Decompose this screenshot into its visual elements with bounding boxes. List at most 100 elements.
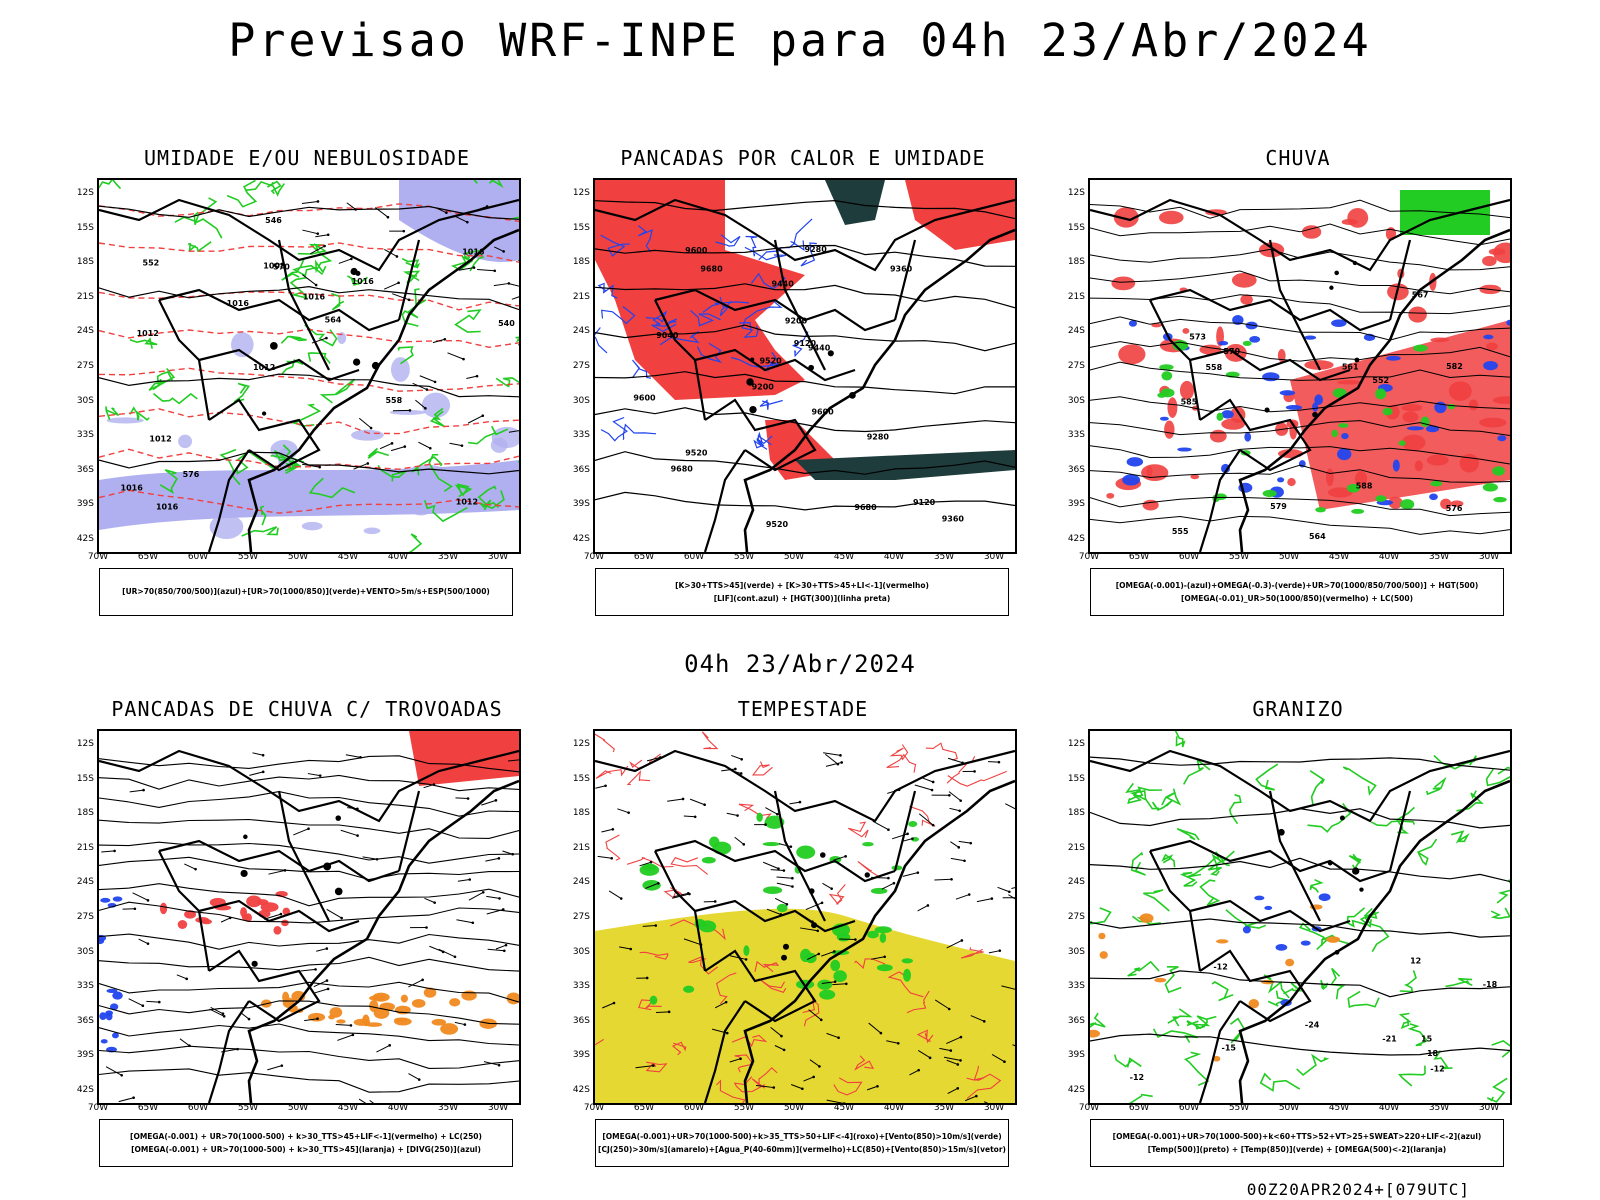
lat-label: 21S bbox=[1067, 842, 1085, 853]
map-canvas-pancadas-calor: 9680 9680 9600 9600 9680 9600 9520 9520 9520 9440… bbox=[595, 180, 1015, 552]
contour-label: 1016 bbox=[121, 483, 144, 492]
lat-label: 33S bbox=[1067, 430, 1085, 441]
lon-label: 55W bbox=[1228, 1103, 1250, 1113]
lat-label: 15S bbox=[1067, 222, 1085, 233]
lat-label: 33S bbox=[572, 430, 590, 441]
contour-label: 579 bbox=[1270, 502, 1287, 511]
legend-line: [OMEGA(-0.001)+UR>70(1000-500)+k<60+TTS>… bbox=[1112, 1131, 1482, 1141]
lon-label: 70W bbox=[583, 1103, 605, 1113]
lon-label: 60W bbox=[187, 552, 209, 562]
lat-label: 15S bbox=[572, 773, 590, 784]
contour-label: 552 bbox=[1372, 376, 1389, 385]
map-pancadas-trovoadas bbox=[97, 729, 521, 1105]
contour-label: 558 bbox=[1205, 363, 1222, 372]
lon-label: 60W bbox=[1178, 552, 1200, 562]
lat-label: 12S bbox=[76, 739, 94, 749]
panel-title-pancadas-calor: PANCADAS POR CALOR E UMIDADE bbox=[620, 146, 986, 170]
lat-label: 12S bbox=[76, 188, 94, 198]
lat-label: 24S bbox=[1067, 326, 1085, 337]
lat-label: 42S bbox=[76, 1085, 94, 1095]
lat-label: 39S bbox=[572, 499, 590, 510]
lon-label: 55W bbox=[237, 1103, 259, 1113]
lat-label: 15S bbox=[76, 773, 94, 784]
lat-label: 39S bbox=[1067, 1050, 1085, 1061]
lon-label: 30W bbox=[983, 1103, 1005, 1113]
contour-label: -15 bbox=[1222, 1043, 1237, 1052]
contour-label: 1016 bbox=[352, 277, 375, 286]
lat-label: 39S bbox=[1067, 499, 1085, 510]
lat-label: 27S bbox=[572, 361, 590, 371]
contour-label: 1012 bbox=[137, 329, 159, 338]
lon-label: 30W bbox=[983, 552, 1005, 562]
lon-label: 30W bbox=[487, 552, 509, 562]
contour-label: 9680 bbox=[854, 503, 877, 512]
contour-label: 555 bbox=[1172, 527, 1189, 536]
sub-title: 04h 23/Abr/2024 bbox=[684, 650, 916, 678]
lon-label: 50W bbox=[783, 552, 805, 562]
lat-label: 27S bbox=[76, 361, 94, 371]
lon-label: 50W bbox=[783, 1103, 805, 1113]
lat-label: 18S bbox=[76, 808, 94, 819]
lat-label: 27S bbox=[572, 912, 590, 922]
legend-line: [OMEGA(-0.001) + UR>70(1000-500) + k>30_… bbox=[131, 1144, 481, 1154]
contour-label: 9520 bbox=[766, 520, 789, 529]
lon-label: 35W bbox=[1428, 1103, 1450, 1113]
lat-label: 33S bbox=[572, 981, 590, 992]
lat-label: 21S bbox=[76, 291, 94, 302]
lon-label: 70W bbox=[87, 552, 109, 562]
contour-label: 18 bbox=[1427, 1049, 1439, 1058]
map-canvas-chuva: 588 585 582 579 576 573 570 567 564 561 558 555 552 bbox=[1090, 190, 1510, 552]
legend-pancadas-trovoadas: [OMEGA(-0.001) + UR>70(1000-500) + k>30_… bbox=[99, 1119, 513, 1167]
lat-label: 42S bbox=[572, 1085, 590, 1095]
contour-label: 567 bbox=[1412, 290, 1429, 299]
lat-label: 39S bbox=[572, 1050, 590, 1061]
legend-granizo: [OMEGA(-0.001)+UR>70(1000-500)+k<60+TTS>… bbox=[1090, 1119, 1504, 1167]
legend-line: [OMEGA(-0.001)+UR>70(1000-500)+k>35_TTS>… bbox=[602, 1131, 1002, 1141]
lat-label: 12S bbox=[1067, 188, 1085, 198]
lat-label: 24S bbox=[572, 326, 590, 337]
lon-label: 60W bbox=[187, 1103, 209, 1113]
contour-label: 564 bbox=[1309, 532, 1326, 541]
panel-title-umidade: UMIDADE E/OU NEBULOSIDADE bbox=[143, 146, 471, 170]
lat-label: 21S bbox=[1067, 291, 1085, 302]
lon-label: 65W bbox=[1128, 552, 1150, 562]
lon-label: 55W bbox=[733, 552, 755, 562]
contour-label: 576 bbox=[183, 470, 200, 479]
lat-label: 24S bbox=[76, 877, 94, 888]
contour-label: 1012 bbox=[456, 497, 478, 506]
lon-label: 50W bbox=[287, 1103, 309, 1113]
lon-label: 55W bbox=[1228, 552, 1250, 562]
contour-label: 588 bbox=[1356, 482, 1373, 491]
map-tempestade bbox=[593, 729, 1017, 1105]
lon-label: 40W bbox=[1378, 1103, 1400, 1113]
contour-label: -12 bbox=[1130, 1073, 1144, 1082]
contour-label: 546 bbox=[265, 216, 282, 225]
lon-label: 55W bbox=[237, 552, 259, 562]
lon-label: 40W bbox=[883, 1103, 905, 1113]
lon-label: 65W bbox=[137, 1103, 159, 1113]
map-canvas-umidade: 1012 1012 1016 1012 1016 1016 1008 1016 1012 1016… bbox=[99, 180, 519, 552]
lat-label: 33S bbox=[76, 981, 94, 992]
lat-label: 42S bbox=[572, 534, 590, 544]
lon-label: 45W bbox=[337, 552, 359, 562]
lat-label: 24S bbox=[572, 877, 590, 888]
contour-label: 12 bbox=[1410, 956, 1421, 965]
contour-label: 9280 bbox=[805, 245, 828, 254]
contour-label: 1012 bbox=[149, 434, 171, 443]
lat-label: 15S bbox=[1067, 773, 1085, 784]
contour-label: 9280 bbox=[867, 433, 890, 442]
lon-label: 35W bbox=[933, 552, 955, 562]
lon-label: 45W bbox=[1328, 552, 1350, 562]
legend-line: [LIF](cont.azul) + [HGT(300)](linha pret… bbox=[713, 593, 891, 603]
panel-title-granizo: GRANIZO bbox=[1252, 697, 1344, 721]
lon-label: 60W bbox=[1178, 1103, 1200, 1113]
lat-label: 30S bbox=[572, 946, 590, 957]
lat-label: 30S bbox=[572, 395, 590, 406]
contour-label: 9200 bbox=[785, 317, 808, 326]
contour-label: 561 bbox=[1342, 363, 1359, 372]
panel-title-tempestade: TEMPESTADE bbox=[737, 697, 869, 721]
lon-label: 70W bbox=[1078, 1103, 1100, 1113]
contour-label: 573 bbox=[1189, 333, 1206, 342]
contour-label: 9520 bbox=[685, 448, 708, 457]
lat-label: 39S bbox=[76, 499, 94, 510]
